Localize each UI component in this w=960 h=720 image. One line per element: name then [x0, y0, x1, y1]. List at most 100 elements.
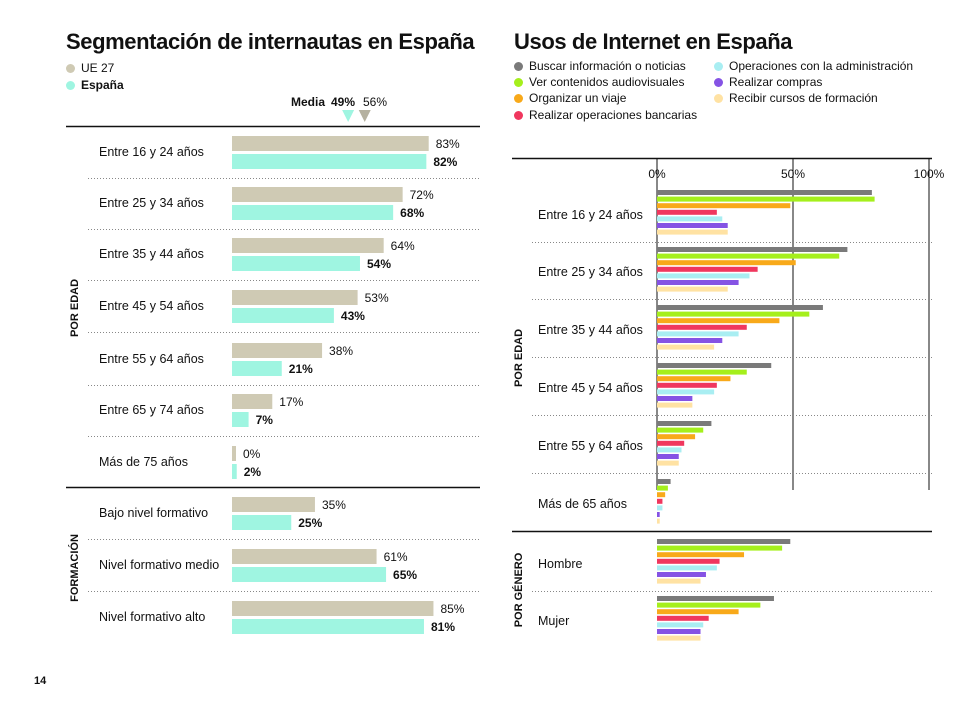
left-chart-title: Segmentación de internautas en España — [66, 29, 475, 54]
value-espana-mas-de-75-anos: 2% — [244, 465, 262, 479]
media-ue27-value: 56% — [363, 95, 387, 109]
bar-recibir-cursos-de-formacion-entre-35-y-44-anos — [657, 344, 715, 350]
bar-realizar-operaciones-bancarias-hombre — [657, 558, 720, 564]
legend-viaje-label: Organizar un viaje — [529, 91, 627, 105]
bar-realizar-operaciones-bancarias-entre-55-y-64-anos — [657, 440, 685, 446]
bar-realizar-compras-entre-16-y-24-anos — [657, 223, 728, 228]
bar-recibir-cursos-de-formacion-entre-25-y-34-anos — [657, 286, 728, 292]
value-espana-entre-25-y-34-anos: 68% — [400, 206, 424, 220]
page-number: 14 — [34, 675, 47, 687]
right-category-entre-16-y-24-anos: Entre 16 y 24 años — [538, 208, 643, 222]
legend-bancarias: Realizar operaciones bancarias — [514, 108, 697, 122]
legend-audiovisuales-label: Ver contenidos audiovisuales — [529, 75, 685, 89]
bar-operaciones-con-la-administracion-entre-35-y-44-anos — [657, 331, 739, 337]
bar-ue27-entre-25-y-34-anos — [232, 187, 403, 202]
bar-ue27-bajo-nivel-formativo — [232, 497, 315, 512]
left-category-entre-16-y-24-anos: Entre 16 y 24 años — [99, 145, 204, 159]
value-ue27-entre-35-y-44-anos: 64% — [391, 239, 415, 253]
left-category-entre-35-y-44-anos: Entre 35 y 44 años — [99, 247, 204, 261]
bar-realizar-compras-hombre — [657, 572, 706, 577]
bar-ver-contenidos-audiovisuales-entre-35-y-44-anos — [657, 311, 810, 317]
legend-administracion: Operaciones con la administración — [714, 59, 913, 73]
bar-realizar-compras-entre-25-y-34-anos — [657, 280, 739, 285]
right-tick-2: 100% — [914, 167, 945, 181]
bar-realizar-compras-entre-35-y-44-anos — [657, 338, 723, 343]
media-espana-marker — [342, 110, 355, 122]
value-espana-nivel-formativo-medio: 65% — [393, 568, 417, 582]
bar-ue27-nivel-formativo-medio — [232, 549, 377, 564]
value-ue27-entre-55-y-64-anos: 38% — [329, 344, 353, 358]
right-tick-1: 50% — [781, 167, 805, 181]
value-ue27-mas-de-75-anos: 0% — [243, 447, 261, 461]
bar-realizar-compras-entre-55-y-64-anos — [657, 454, 679, 459]
bar-ver-contenidos-audiovisuales-entre-45-y-54-anos — [657, 369, 747, 375]
media-label: Media — [291, 95, 325, 109]
bar-ver-contenidos-audiovisuales-mas-de-65-anos — [657, 485, 668, 491]
bar-realizar-operaciones-bancarias-entre-25-y-34-anos — [657, 266, 758, 272]
value-ue27-bajo-nivel-formativo: 35% — [322, 498, 346, 512]
bar-organizar-un-viaje-entre-25-y-34-anos — [657, 260, 796, 266]
bar-realizar-compras-entre-45-y-54-anos — [657, 396, 693, 401]
legend-ue27-swatch — [66, 63, 75, 73]
bar-ver-contenidos-audiovisuales-entre-55-y-64-anos — [657, 427, 704, 433]
bar-buscar-informacion-o-noticias-entre-16-y-24-anos — [657, 190, 872, 195]
value-ue27-entre-16-y-24-anos: 83% — [436, 137, 460, 151]
left-category-bajo-nivel-formativo: Bajo nivel formativo — [99, 506, 208, 520]
bar-espana-entre-35-y-44-anos — [232, 256, 360, 271]
media-espana-value: 49% — [331, 95, 355, 109]
bar-ue27-entre-35-y-44-anos — [232, 238, 384, 253]
bar-buscar-informacion-o-noticias-entre-55-y-64-anos — [657, 421, 712, 426]
bar-organizar-un-viaje-entre-45-y-54-anos — [657, 376, 731, 382]
bar-realizar-operaciones-bancarias-mujer — [657, 615, 709, 621]
left-category-entre-55-y-64-anos: Entre 55 y 64 años — [99, 352, 204, 366]
value-ue27-entre-65-y-74-anos: 17% — [279, 395, 303, 409]
bar-realizar-operaciones-bancarias-entre-45-y-54-anos — [657, 382, 717, 388]
right-chart-title: Usos de Internet en España — [514, 29, 793, 54]
right-group-label-genero: POR GÉNERO — [512, 552, 525, 627]
legend-compras-swatch — [714, 77, 723, 87]
bar-recibir-cursos-de-formacion-entre-55-y-64-anos — [657, 460, 679, 466]
legend-compras-label: Realizar compras — [729, 75, 823, 89]
bar-organizar-un-viaje-hombre — [657, 552, 745, 558]
bar-operaciones-con-la-administracion-entre-16-y-24-anos — [657, 216, 723, 222]
legend-administracion-label: Operaciones con la administración — [729, 59, 914, 73]
media-ue27-marker — [358, 110, 371, 122]
bar-organizar-un-viaje-entre-16-y-24-anos — [657, 203, 791, 209]
bar-espana-entre-65-y-74-anos — [232, 412, 249, 427]
bar-ver-contenidos-audiovisuales-hombre — [657, 545, 783, 551]
value-espana-entre-16-y-24-anos: 82% — [433, 155, 457, 169]
left-category-entre-45-y-54-anos: Entre 45 y 54 años — [99, 299, 204, 313]
bar-operaciones-con-la-administracion-entre-45-y-54-anos — [657, 389, 715, 395]
bar-realizar-operaciones-bancarias-mas-de-65-anos — [657, 498, 663, 504]
bar-buscar-informacion-o-noticias-entre-35-y-44-anos — [657, 305, 823, 310]
bar-ver-contenidos-audiovisuales-mujer — [657, 602, 761, 608]
bar-recibir-cursos-de-formacion-entre-45-y-54-anos — [657, 402, 693, 408]
bar-buscar-informacion-o-noticias-entre-25-y-34-anos — [657, 247, 848, 252]
bar-ue27-entre-16-y-24-anos — [232, 136, 429, 151]
bar-espana-entre-55-y-64-anos — [232, 361, 282, 376]
legend-buscar-label: Buscar información o noticias — [529, 59, 686, 73]
bar-buscar-informacion-o-noticias-hombre — [657, 539, 791, 544]
bar-realizar-compras-mujer — [657, 629, 701, 634]
legend-bancarias-label: Realizar operaciones bancarias — [529, 108, 698, 122]
bar-ue27-nivel-formativo-alto — [232, 601, 434, 616]
bar-operaciones-con-la-administracion-mujer — [657, 622, 704, 628]
bar-organizar-un-viaje-entre-35-y-44-anos — [657, 318, 780, 324]
value-espana-nivel-formativo-alto: 81% — [431, 620, 455, 634]
bar-recibir-cursos-de-formacion-mas-de-65-anos — [657, 518, 660, 524]
bar-organizar-un-viaje-mujer — [657, 609, 739, 615]
value-ue27-entre-25-y-34-anos: 72% — [410, 188, 434, 202]
value-espana-entre-65-y-74-anos: 7% — [256, 413, 274, 427]
legend-formacion-swatch — [714, 93, 723, 103]
bar-realizar-operaciones-bancarias-entre-35-y-44-anos — [657, 324, 747, 330]
value-espana-entre-55-y-64-anos: 21% — [289, 362, 313, 376]
left-category-mas-de-75-anos: Más de 75 años — [99, 455, 188, 469]
legend-espana: España — [66, 78, 124, 92]
legend-audiovisuales: Ver contenidos audiovisuales — [514, 75, 684, 89]
legend-viaje: Organizar un viaje — [514, 91, 626, 105]
bar-buscar-informacion-o-noticias-mas-de-65-anos — [657, 479, 671, 484]
bar-espana-nivel-formativo-medio — [232, 567, 387, 582]
value-ue27-nivel-formativo-medio: 61% — [384, 550, 408, 564]
